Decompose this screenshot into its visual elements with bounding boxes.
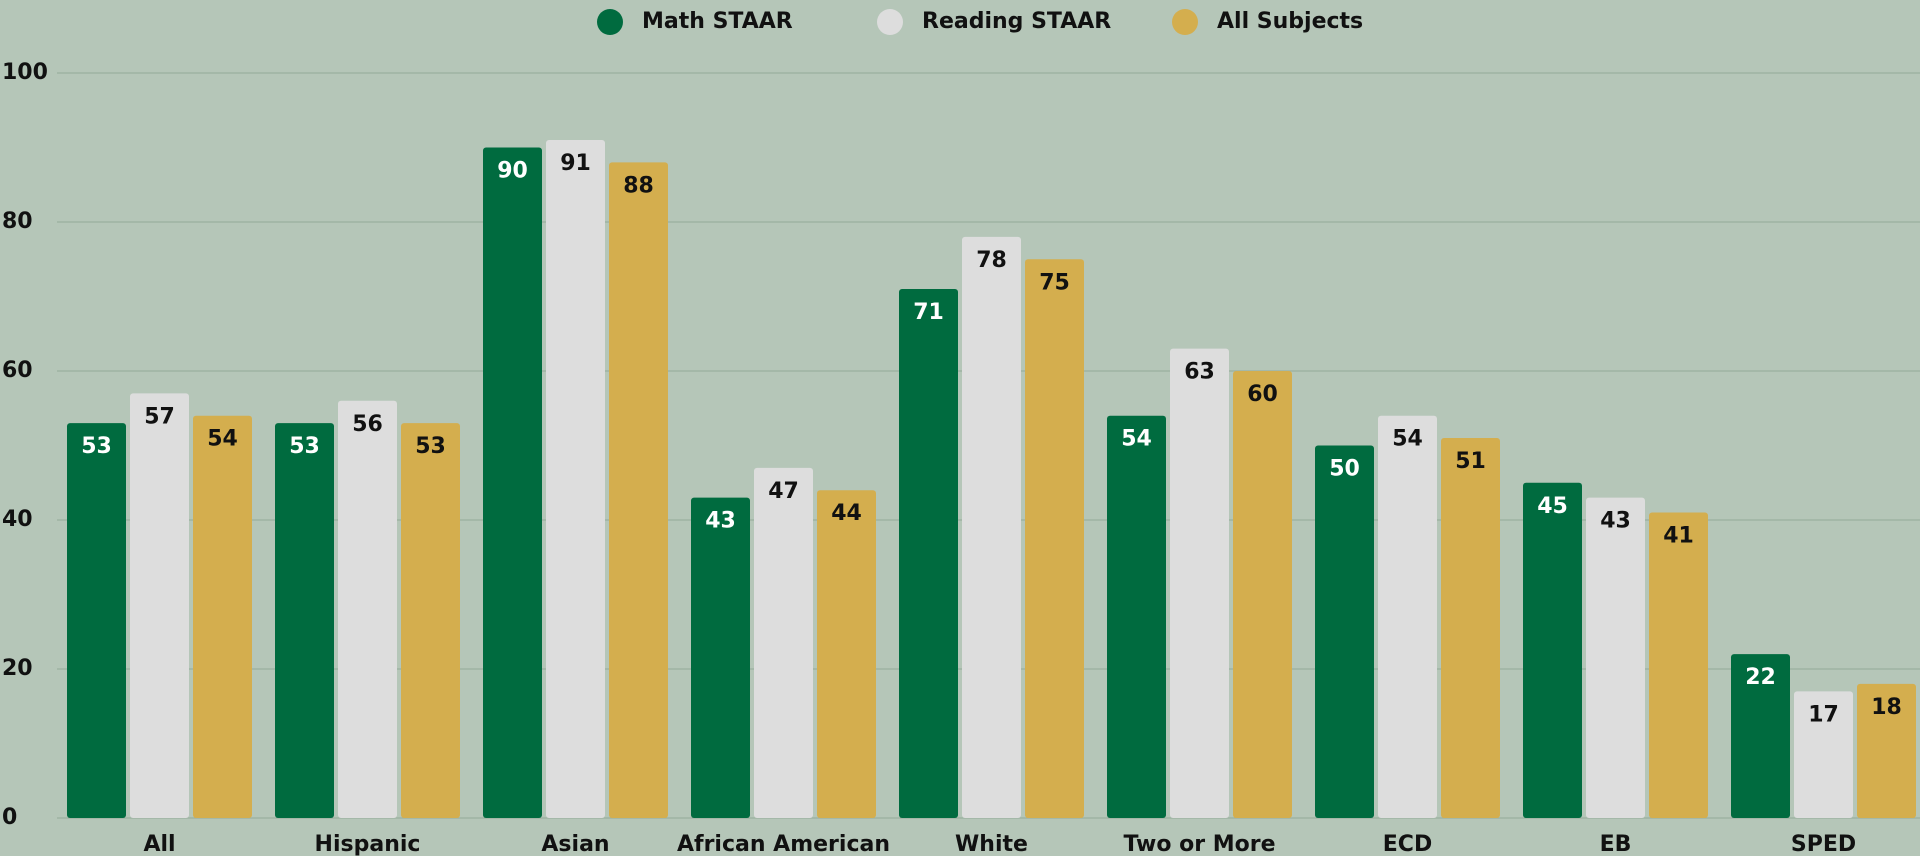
x-tick-label: ECD <box>1383 832 1432 856</box>
data-label: 71 <box>913 300 944 325</box>
legend-swatch <box>597 9 623 35</box>
bar <box>1233 371 1292 818</box>
data-label: 45 <box>1537 494 1568 519</box>
y-tick-label: 40 <box>2 507 33 532</box>
data-label: 63 <box>1184 360 1215 385</box>
y-tick-label: 80 <box>2 209 33 234</box>
data-label: 51 <box>1455 449 1486 474</box>
bar <box>1857 683 1916 818</box>
bar <box>899 289 958 818</box>
data-label: 18 <box>1871 695 1902 720</box>
x-tick-label: Two or More <box>1123 832 1275 856</box>
bar <box>1649 512 1708 818</box>
legend-swatch <box>1172 9 1198 35</box>
bar <box>1107 415 1166 818</box>
bar <box>817 490 876 818</box>
x-tick-label: EB <box>1600 832 1632 856</box>
data-label: 17 <box>1808 702 1839 727</box>
data-label: 75 <box>1039 270 1070 295</box>
data-label: 90 <box>497 159 528 184</box>
data-label: 53 <box>81 434 112 459</box>
data-label: 43 <box>705 509 736 534</box>
y-tick-label: 100 <box>2 60 48 85</box>
data-label: 53 <box>289 434 320 459</box>
data-label: 57 <box>144 404 175 429</box>
y-tick-label: 20 <box>2 656 33 681</box>
y-tick-label: 0 <box>2 805 17 830</box>
bar <box>483 147 542 818</box>
data-label: 78 <box>976 248 1007 273</box>
bar <box>401 423 460 818</box>
x-tick-label: African American <box>677 832 890 856</box>
bar <box>130 393 189 818</box>
data-label: 44 <box>831 501 862 526</box>
data-label: 53 <box>415 434 446 459</box>
x-tick-label: All <box>143 832 175 856</box>
data-label: 60 <box>1247 382 1278 407</box>
bar <box>1731 654 1790 818</box>
data-label: 41 <box>1663 524 1694 549</box>
bar <box>1794 691 1853 818</box>
bar <box>754 467 813 818</box>
legend-label: Reading STAAR <box>922 9 1111 34</box>
data-label: 54 <box>207 427 238 452</box>
bar <box>67 423 126 818</box>
bar <box>338 400 397 818</box>
bar <box>193 415 252 818</box>
x-tick-label: SPED <box>1791 832 1856 856</box>
bar <box>1441 438 1500 818</box>
bar <box>1378 415 1437 818</box>
bar <box>1315 445 1374 818</box>
data-label: 56 <box>352 412 383 437</box>
data-label: 54 <box>1121 427 1152 452</box>
data-label: 50 <box>1329 457 1360 482</box>
bar <box>609 162 668 818</box>
bar <box>546 140 605 819</box>
bar <box>1170 348 1229 818</box>
data-label: 47 <box>768 479 799 504</box>
x-tick-label: Asian <box>541 832 609 856</box>
x-tick-label: Hispanic <box>315 832 421 856</box>
legend-swatch <box>877 9 903 35</box>
data-label: 22 <box>1745 665 1776 690</box>
data-label: 91 <box>560 151 591 176</box>
y-tick-label: 60 <box>2 358 33 383</box>
bar <box>962 236 1021 818</box>
data-label: 54 <box>1392 427 1423 452</box>
data-label: 43 <box>1600 509 1631 534</box>
bar <box>1025 259 1084 818</box>
bar <box>275 423 334 818</box>
bar <box>1586 497 1645 818</box>
legend-label: All Subjects <box>1217 9 1363 34</box>
legend-label: Math STAAR <box>642 9 793 34</box>
x-tick-label: White <box>955 832 1028 856</box>
data-label: 88 <box>623 173 654 198</box>
bar <box>691 497 750 818</box>
bar <box>1523 482 1582 818</box>
